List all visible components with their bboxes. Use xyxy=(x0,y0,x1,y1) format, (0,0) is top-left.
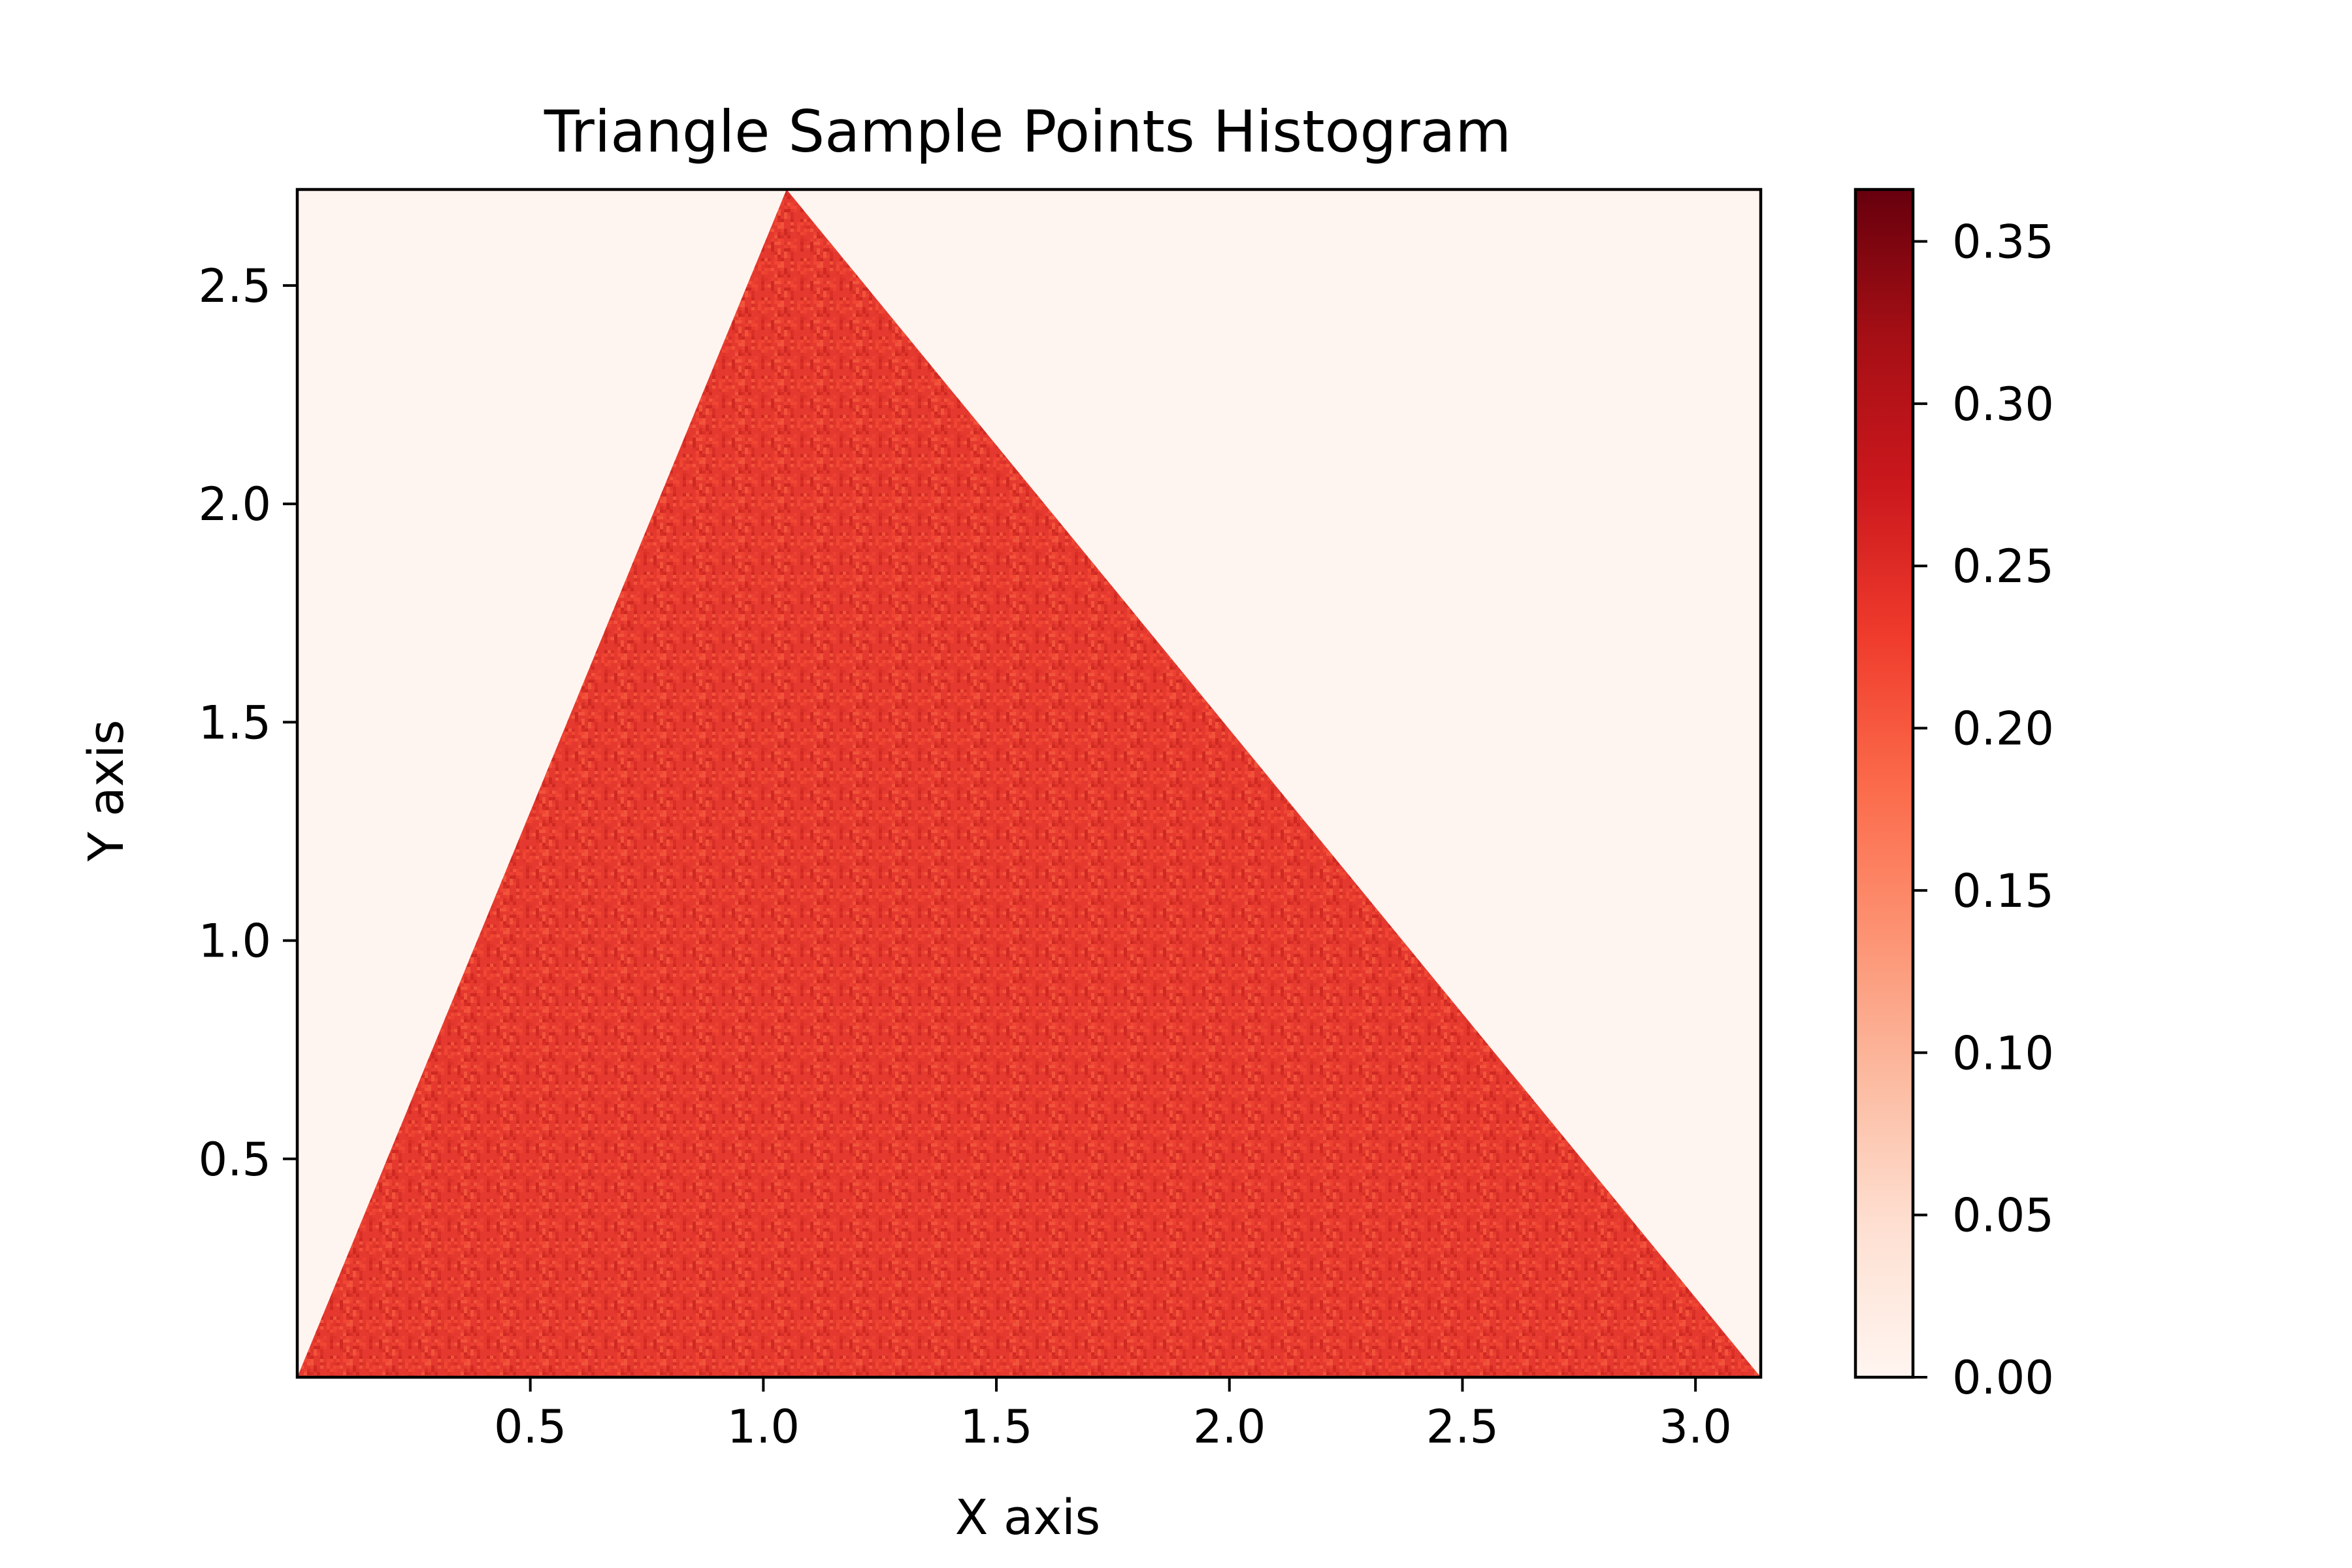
x-tick-label: 1.0 xyxy=(727,1400,800,1454)
x-tick-label: 2.0 xyxy=(1193,1400,1266,1454)
colorbar-tick-label: 0.00 xyxy=(1952,1351,2054,1405)
y-tick-label: 1.5 xyxy=(199,696,271,749)
colorbar: 0.00 0.05 0.10 0.15 0.20 0.25 0.30 0.35 xyxy=(1854,188,2054,1405)
y-axis-label: Y axis xyxy=(78,720,135,862)
colorbar-tick-label: 0.30 xyxy=(1952,378,2054,431)
colorbar-ticks: 0.00 0.05 0.10 0.15 0.20 0.25 0.30 0.35 xyxy=(1913,215,2054,1405)
y-axis-ticks: 0.5 1.0 1.5 2.0 2.5 xyxy=(199,259,297,1186)
y-tick-label: 0.5 xyxy=(199,1133,271,1186)
colorbar-tick-label: 0.15 xyxy=(1952,864,2054,918)
y-tick-label: 2.0 xyxy=(199,478,271,531)
x-tick-label: 2.5 xyxy=(1426,1400,1499,1454)
colorbar-tick-label: 0.10 xyxy=(1952,1026,2054,1080)
colorbar-frame xyxy=(1854,188,1915,1379)
y-tick-label: 2.5 xyxy=(199,259,271,313)
colorbar-tick-label: 0.35 xyxy=(1952,215,2054,269)
plot-area xyxy=(295,188,1763,1379)
x-tick-label: 0.5 xyxy=(494,1400,566,1454)
x-axis-ticks: 0.5 1.0 1.5 2.0 2.5 3.0 xyxy=(494,1377,1732,1454)
colorbar-tick-label: 0.05 xyxy=(1952,1189,2054,1243)
triangle-noise-texture xyxy=(297,189,1761,1377)
x-axis-label: X axis xyxy=(955,1490,1100,1546)
colorbar-tick-label: 0.20 xyxy=(1952,702,2054,756)
plot-frame xyxy=(295,188,1763,1379)
x-tick-label: 1.5 xyxy=(960,1400,1032,1454)
y-tick-label: 1.0 xyxy=(199,915,271,968)
chart-title: Triangle Sample Points Histogram xyxy=(544,98,1511,165)
x-tick-label: 3.0 xyxy=(1659,1400,1731,1454)
colorbar-gradient xyxy=(1855,189,1913,1377)
colorbar-tick-label: 0.25 xyxy=(1952,540,2054,593)
